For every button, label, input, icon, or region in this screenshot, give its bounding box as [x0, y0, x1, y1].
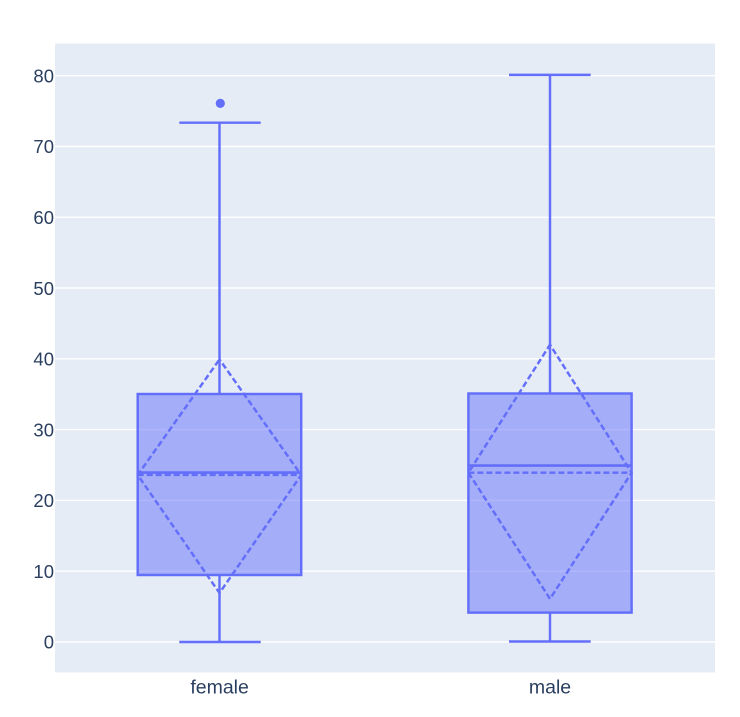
svg-text:male: male	[529, 677, 571, 699]
svg-text:10: 10	[33, 561, 54, 582]
svg-text:80: 80	[33, 65, 54, 86]
svg-text:50: 50	[33, 278, 54, 299]
svg-text:40: 40	[33, 349, 54, 370]
svg-text:0: 0	[44, 632, 54, 653]
svg-text:70: 70	[33, 136, 54, 157]
svg-text:60: 60	[33, 207, 54, 228]
svg-text:30: 30	[33, 419, 54, 440]
svg-text:female: female	[190, 677, 249, 699]
svg-text:20: 20	[33, 490, 54, 511]
